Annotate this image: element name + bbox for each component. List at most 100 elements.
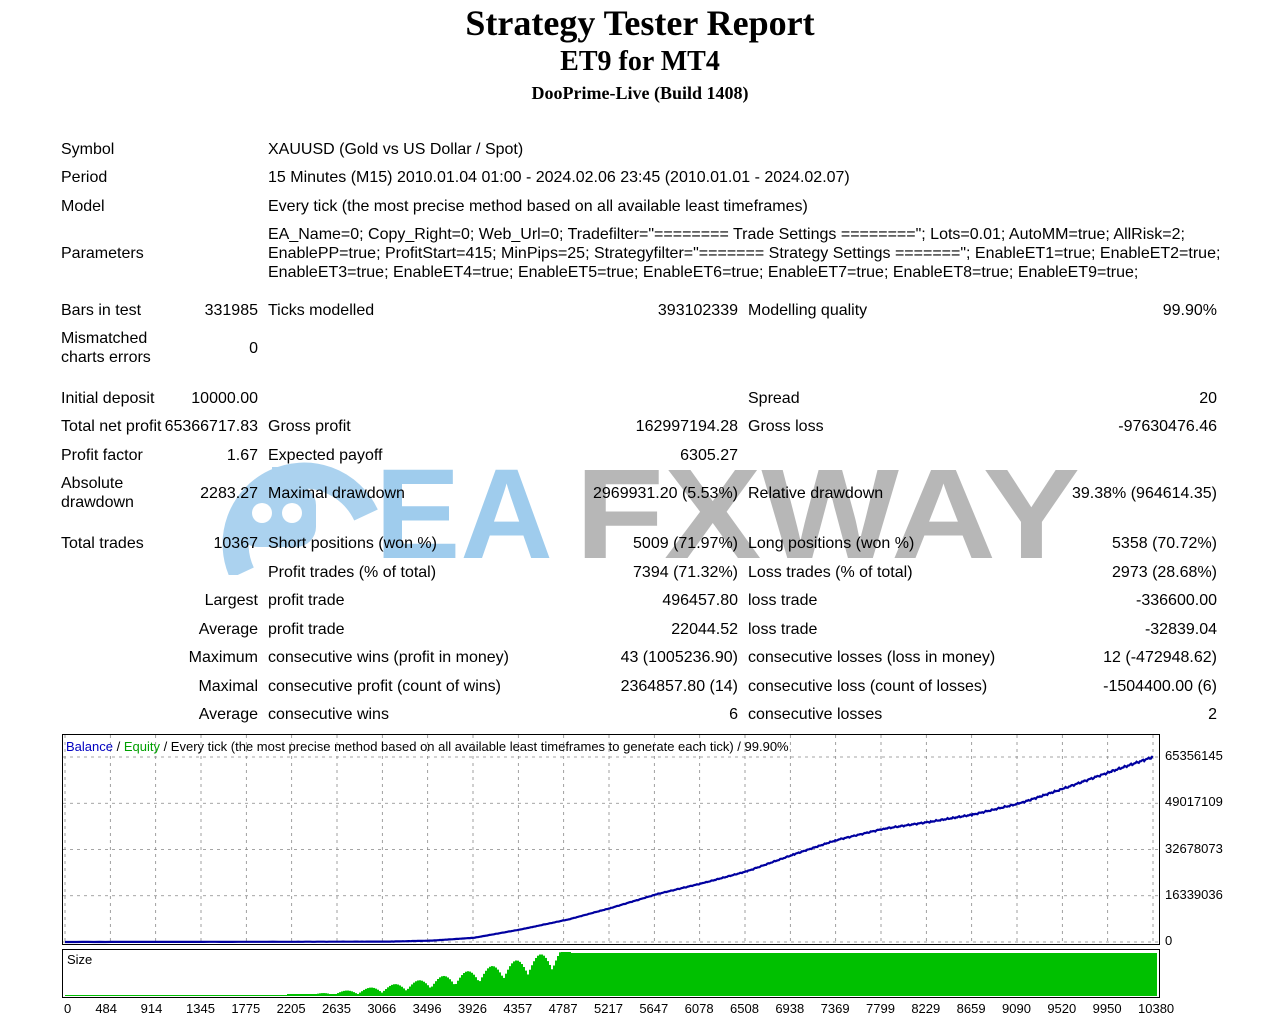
size-bar xyxy=(115,995,117,996)
size-bar xyxy=(761,953,763,996)
size-bar xyxy=(185,995,187,996)
size-bar xyxy=(593,953,595,996)
size-bar xyxy=(567,952,569,996)
size-bar xyxy=(341,991,343,996)
size-bar xyxy=(525,970,527,996)
x-tick-label: 4787 xyxy=(548,1001,578,1016)
size-bar xyxy=(993,953,995,996)
size-bar xyxy=(71,995,73,996)
size-bar xyxy=(1047,953,1049,996)
size-bar xyxy=(209,995,211,996)
size-bar xyxy=(417,980,419,996)
server-build: DooPrime-Live (Build 1408) xyxy=(531,83,749,103)
size-bar xyxy=(903,953,905,996)
size-bar xyxy=(849,953,851,996)
size-bar xyxy=(333,994,335,996)
size-bar xyxy=(419,980,421,996)
size-bar xyxy=(625,953,627,996)
size-bar xyxy=(277,995,279,996)
size-bar xyxy=(405,990,407,996)
y-tick-label: 32678073 xyxy=(1165,840,1223,856)
size-bar xyxy=(879,953,881,996)
x-tick-label: 0 xyxy=(64,1001,72,1016)
average-consec-label: Average xyxy=(198,706,258,723)
size-bar xyxy=(177,995,179,996)
size-bar xyxy=(629,953,631,996)
size-bar xyxy=(373,987,375,996)
size-bar xyxy=(97,995,99,996)
size-bar xyxy=(339,992,341,996)
short-positions-value: 5009 (71.97%) xyxy=(633,535,738,552)
size-bar xyxy=(775,953,777,996)
size-bar xyxy=(219,995,221,996)
size-bar xyxy=(293,994,295,996)
size-bar xyxy=(77,995,79,996)
size-bar xyxy=(279,995,281,996)
size-bar xyxy=(557,956,559,996)
size-bar xyxy=(171,995,173,996)
size-bar xyxy=(257,995,259,996)
size-bar xyxy=(1155,953,1157,996)
size-bar xyxy=(847,953,849,996)
size-bar xyxy=(635,953,637,996)
size-bar xyxy=(1067,953,1069,996)
size-bar xyxy=(123,995,125,996)
size-bar xyxy=(583,953,585,996)
size-bar xyxy=(991,953,993,996)
quality-label: Modelling quality xyxy=(748,302,868,319)
size-bar xyxy=(953,953,955,996)
size-bar xyxy=(725,953,727,996)
size-bar xyxy=(1071,953,1073,996)
size-bar xyxy=(777,953,779,996)
size-bar xyxy=(675,953,677,996)
size-bar xyxy=(1065,953,1067,996)
size-bar xyxy=(85,995,87,996)
size-bar xyxy=(697,953,699,996)
size-bar xyxy=(119,995,121,996)
size-bar xyxy=(547,961,549,996)
avg-consec-losses-value: 2 xyxy=(1208,706,1217,723)
spread-value: 20 xyxy=(1199,390,1217,407)
spread-label: Spread xyxy=(748,390,800,407)
y-tick-label: 65356145 xyxy=(1165,748,1223,763)
size-bar xyxy=(69,995,71,996)
size-bar xyxy=(695,953,697,996)
size-bar xyxy=(713,953,715,996)
max-consec-losses-value: 12 (-472948.62) xyxy=(1103,649,1217,666)
size-bar xyxy=(1115,953,1117,996)
size-bar xyxy=(1027,953,1029,996)
size-bar xyxy=(505,973,507,996)
size-bar xyxy=(381,992,383,996)
size-bar xyxy=(305,994,307,996)
size-bar xyxy=(325,993,327,996)
size-bar xyxy=(311,994,313,996)
size-bar xyxy=(769,953,771,996)
size-bar xyxy=(1061,953,1063,996)
size-bar xyxy=(169,995,171,996)
size-bar xyxy=(915,953,917,996)
size-bar xyxy=(295,994,297,996)
gross-loss-label: Gross loss xyxy=(748,418,824,435)
size-bar xyxy=(739,953,741,996)
size-bar xyxy=(397,984,399,996)
size-bar xyxy=(313,994,315,996)
size-bar xyxy=(893,953,895,996)
size-bar xyxy=(393,984,395,996)
size-bar xyxy=(465,971,467,996)
size-bar xyxy=(699,953,701,996)
size-bar xyxy=(645,953,647,996)
size-bar xyxy=(1003,953,1005,996)
x-tick-label: 6508 xyxy=(730,1001,759,1016)
size-bar xyxy=(933,953,935,996)
size-bar xyxy=(187,995,189,996)
size-bar xyxy=(663,953,665,996)
size-bar xyxy=(687,953,689,996)
size-bar xyxy=(843,953,845,996)
symbol-value: XAUUSD (Gold vs US Dollar / Spot) xyxy=(268,141,524,158)
size-bar xyxy=(153,995,155,996)
size-bar xyxy=(723,953,725,996)
size-bar xyxy=(669,953,671,996)
size-bar xyxy=(253,995,255,996)
deposit-value: 10000.00 xyxy=(191,390,258,407)
expert-name: ET9 for MT4 xyxy=(560,46,720,77)
